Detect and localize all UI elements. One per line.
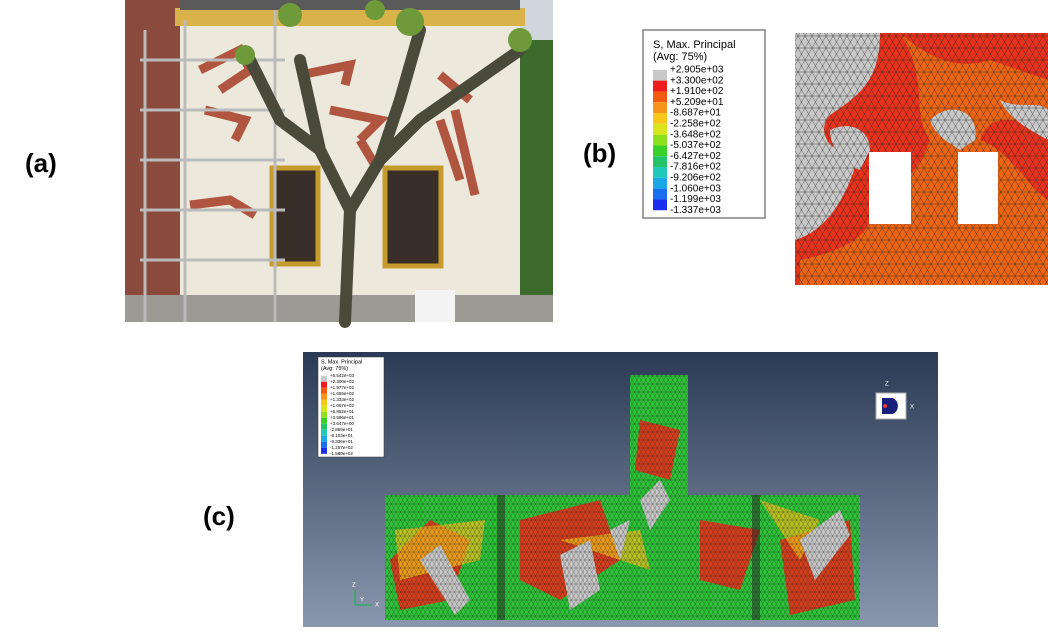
legend-value: +1.007e+02 (330, 403, 355, 408)
axis-label: X (910, 405, 914, 411)
triad: Z X Z X Y (352, 382, 914, 609)
legend: S, Max. Principal(Avg: 75%)+6.542e+03+2.… (321, 359, 362, 456)
legend-value: +1.655e+02 (330, 391, 355, 396)
legend-swatch (321, 387, 327, 394)
legend-swatch (321, 411, 327, 418)
legend-swatch (321, 381, 327, 388)
legend-swatch (321, 417, 327, 424)
legend-value: -1.257e+02 (330, 445, 353, 450)
legend-value: +3.647e+00 (330, 421, 355, 426)
legend-swatch (653, 167, 667, 178)
legend-swatch (321, 435, 327, 442)
legend-value: -1.060e+03 (670, 183, 721, 194)
legend-swatch (653, 102, 667, 114)
legend-swatch (321, 399, 327, 406)
legend-swatch (321, 393, 327, 400)
legend-value: -9.336e+01 (330, 439, 353, 444)
legend-swatch (321, 423, 327, 430)
legend-value: +1.910e+02 (670, 86, 724, 97)
panel-label: (a) (25, 148, 57, 178)
legend-value: +6.852e+01 (330, 409, 355, 414)
legend-swatch (321, 375, 327, 382)
legend-value: -1.337e+03 (670, 205, 721, 216)
legend-swatch (653, 145, 667, 157)
legend-swatch (653, 69, 667, 81)
legend-value: -7.816e+02 (670, 162, 721, 173)
legend-value: -1.580e+02 (330, 451, 353, 456)
legend-swatch (653, 91, 667, 103)
axis-label: Y (360, 598, 364, 604)
legend: S, Max. Principal(Avg: 75%)+2.905e+03+3.… (653, 39, 736, 216)
legend-title: S, Max. Principal (321, 359, 362, 365)
legend-value: -8.687e+01 (670, 108, 721, 119)
legend-value: +3.300e+02 (670, 75, 724, 86)
legend-value: -9.206e+02 (670, 172, 721, 183)
panel-label: (c) (203, 501, 235, 531)
legend-value: +2.905e+03 (670, 64, 724, 75)
legend-swatch (321, 405, 327, 412)
legend-swatch (653, 123, 667, 135)
fem-mesh (795, 33, 1048, 285)
legend-swatch (653, 134, 667, 146)
axis-label: Z (885, 382, 889, 388)
legend-swatch (653, 188, 667, 200)
photo (125, 0, 553, 328)
legend-value: -2.258e+02 (670, 118, 721, 129)
legend-swatch (653, 80, 667, 92)
legend-value: +1.333e+02 (330, 397, 355, 402)
axis-label: Z (352, 583, 356, 589)
legend-subtitle: (Avg: 75%) (653, 51, 707, 63)
legend-swatch (653, 156, 667, 168)
legend-swatch (653, 199, 667, 211)
legend-title: S, Max. Principal (653, 39, 736, 51)
legend-value: -6.103e+01 (330, 433, 353, 438)
legend-value: +5.209e+01 (670, 97, 724, 108)
fem-model (303, 352, 938, 627)
legend-value: -2.869e+01 (330, 427, 353, 432)
panel-label: (b) (583, 138, 616, 168)
legend-value: +2.300e+02 (330, 379, 355, 384)
axis-label: X (375, 603, 379, 609)
legend-value: +3.596e+01 (330, 415, 355, 420)
legend-swatch (321, 441, 327, 448)
legend-value: -3.648e+02 (670, 129, 721, 140)
legend-swatch (321, 429, 327, 436)
legend-value: +1.977e+02 (330, 385, 355, 390)
legend-subtitle: (Avg: 75%) (321, 366, 348, 372)
legend-value: -5.037e+02 (670, 140, 721, 151)
legend-swatch (653, 113, 667, 124)
legend-value: -1.199e+03 (670, 194, 721, 205)
legend-value: +6.542e+03 (330, 373, 355, 378)
legend-swatch (321, 447, 327, 454)
legend-value: -6.427e+02 (670, 151, 721, 162)
legend-swatch (653, 177, 667, 189)
